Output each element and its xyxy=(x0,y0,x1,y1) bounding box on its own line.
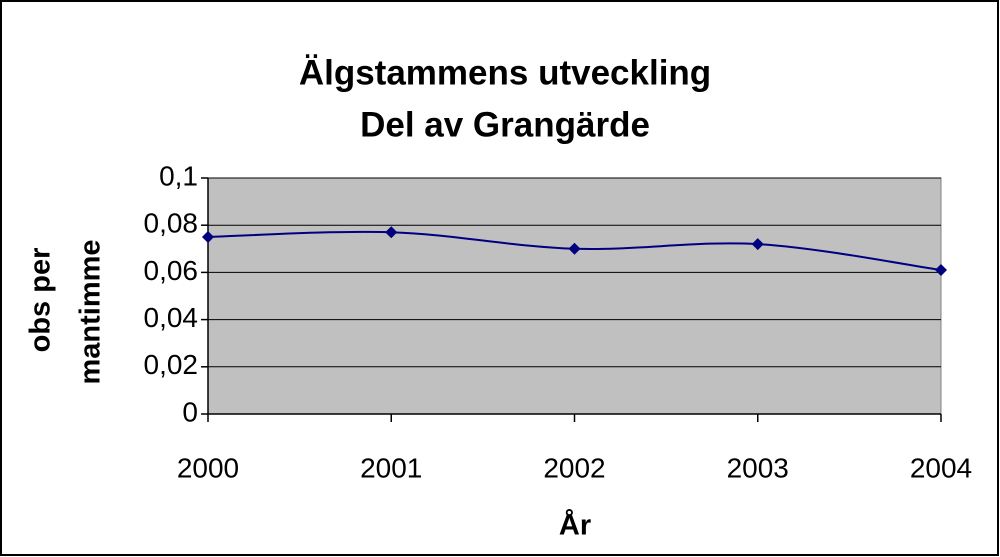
data-point xyxy=(568,242,581,255)
data-point xyxy=(935,264,947,277)
y-tick-label: 0,1 xyxy=(159,160,198,191)
x-axis-title: År xyxy=(559,509,591,542)
y-tick-label: 0,06 xyxy=(144,255,199,286)
data-point xyxy=(751,238,764,251)
x-tick-label: 2000 xyxy=(177,452,239,483)
chart-title: Del av Grangärde xyxy=(360,105,650,144)
plot-area xyxy=(207,177,942,415)
y-axis-title: mantimme xyxy=(75,239,107,384)
y-tick-label: 0,04 xyxy=(144,302,199,333)
x-tick-label: 2003 xyxy=(727,452,789,483)
x-tick-label: 2001 xyxy=(360,452,422,483)
y-tick-label: 0 xyxy=(182,396,198,427)
x-tick-label: 2002 xyxy=(543,452,605,483)
y-tick-label: 0,08 xyxy=(144,208,199,239)
y-tick-label: 0,02 xyxy=(144,349,199,380)
data-point xyxy=(202,231,214,243)
chart-title: Älgstammens utveckling xyxy=(299,53,711,92)
data-point xyxy=(385,226,398,239)
y-axis-title: obs per xyxy=(25,248,57,353)
x-tick-label: 2004 xyxy=(910,452,972,483)
